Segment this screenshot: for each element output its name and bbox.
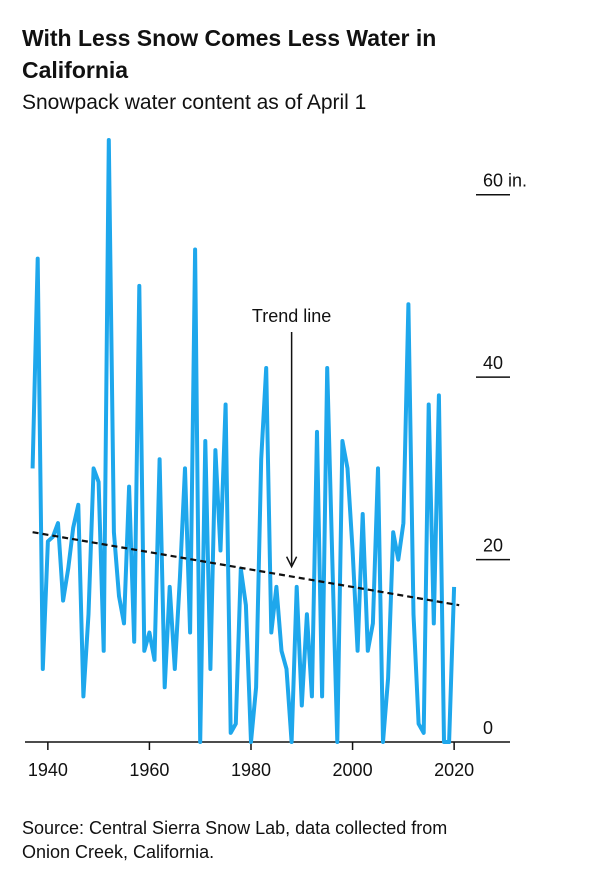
x-tick-label: 1940 <box>28 760 68 780</box>
source: Onion Creek, California. <box>22 842 214 862</box>
trend-line <box>32 531 460 607</box>
y-tick-label: 20 <box>483 536 503 556</box>
y-tick-label: 0 <box>483 718 493 738</box>
source: Source: Central Sierra Snow Lab, data co… <box>22 818 447 838</box>
x-tick-label: 1960 <box>129 760 169 780</box>
chart-title: California <box>22 57 128 83</box>
annotation: Trend line <box>252 306 331 326</box>
annotation-arrowhead <box>285 556 298 569</box>
chart-subtitle: Snowpack water content as of April 1 <box>22 91 366 114</box>
chart-title: With Less Snow Comes Less Water in <box>22 25 436 51</box>
y-tick-label: 40 <box>483 353 503 373</box>
x-tick-label: 1980 <box>231 760 271 780</box>
x-tick-label: 2000 <box>333 760 373 780</box>
x-tick-label: 2020 <box>434 760 474 780</box>
y-tick-label: 60 in. <box>483 171 527 191</box>
data-line <box>30 138 457 744</box>
